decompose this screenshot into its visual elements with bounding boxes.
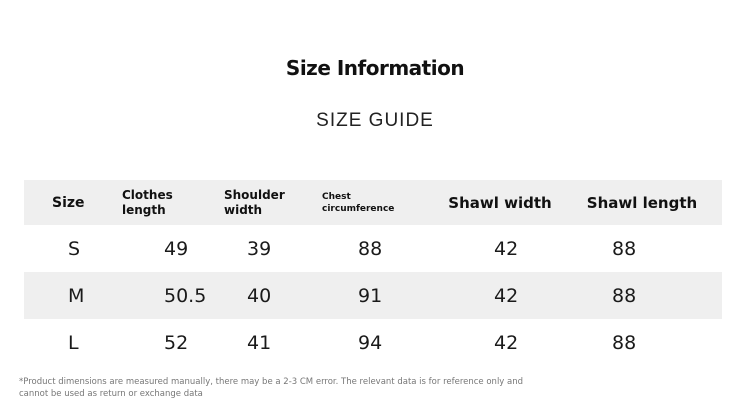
header-shawl-width: Shawl width (448, 193, 552, 212)
header-shoulder-width-line1: Shoulder (224, 187, 285, 202)
header-shawl-length: Shawl length (586, 193, 698, 212)
size-table: Size Clothes length Shoulder width Chest… (24, 180, 722, 366)
cell-clothes-length: 49 (164, 237, 189, 260)
cell-shoulder-width: 41 (247, 331, 272, 354)
cell-size: M (68, 284, 85, 307)
footnote: *Product dimensions are measured manuall… (19, 376, 589, 400)
cell-chest-circumference: 88 (358, 237, 383, 260)
cell-shawl-length: 88 (612, 284, 637, 307)
cell-clothes-length: 50.5 (164, 284, 207, 307)
table-row: M 50.5 40 91 42 88 (24, 272, 722, 319)
cell-shawl-width: 42 (494, 237, 519, 260)
cell-shawl-length: 88 (612, 331, 637, 354)
page-title: Size Information (285, 56, 465, 80)
footnote-line1: *Product dimensions are measured manuall… (19, 377, 524, 387)
header-size: Size (52, 194, 85, 211)
page-subtitle: SIZE GUIDE (316, 110, 434, 131)
header-chest-circumference-line1: Chest (322, 191, 351, 202)
cell-shawl-width: 42 (494, 331, 519, 354)
header-clothes-length-line2: length (122, 202, 166, 217)
table-header-row: Size Clothes length Shoulder width Chest… (24, 180, 722, 225)
cell-chest-circumference: 94 (358, 331, 383, 354)
table-row: L 52 41 94 42 88 (24, 319, 722, 366)
table-row: S 49 39 88 42 88 (24, 225, 722, 272)
header-clothes-length: Clothes length (122, 180, 224, 225)
cell-size: L (68, 331, 79, 354)
cell-size: S (68, 237, 81, 260)
header-chest-circumference: Chest circumference (322, 180, 438, 225)
footnote-line2: cannot be used as return or exchange dat… (19, 389, 203, 399)
cell-chest-circumference: 91 (358, 284, 383, 307)
cell-clothes-length: 52 (164, 331, 189, 354)
cell-shoulder-width: 39 (247, 237, 272, 260)
header-clothes-length-line1: Clothes (122, 187, 173, 202)
header-shoulder-width-line2: width (224, 202, 263, 217)
header-chest-circumference-line2: circumference (322, 203, 395, 214)
header-shoulder-width: Shoulder width (224, 180, 322, 225)
cell-shawl-width: 42 (494, 284, 519, 307)
cell-shoulder-width: 40 (247, 284, 272, 307)
cell-shawl-length: 88 (612, 237, 637, 260)
